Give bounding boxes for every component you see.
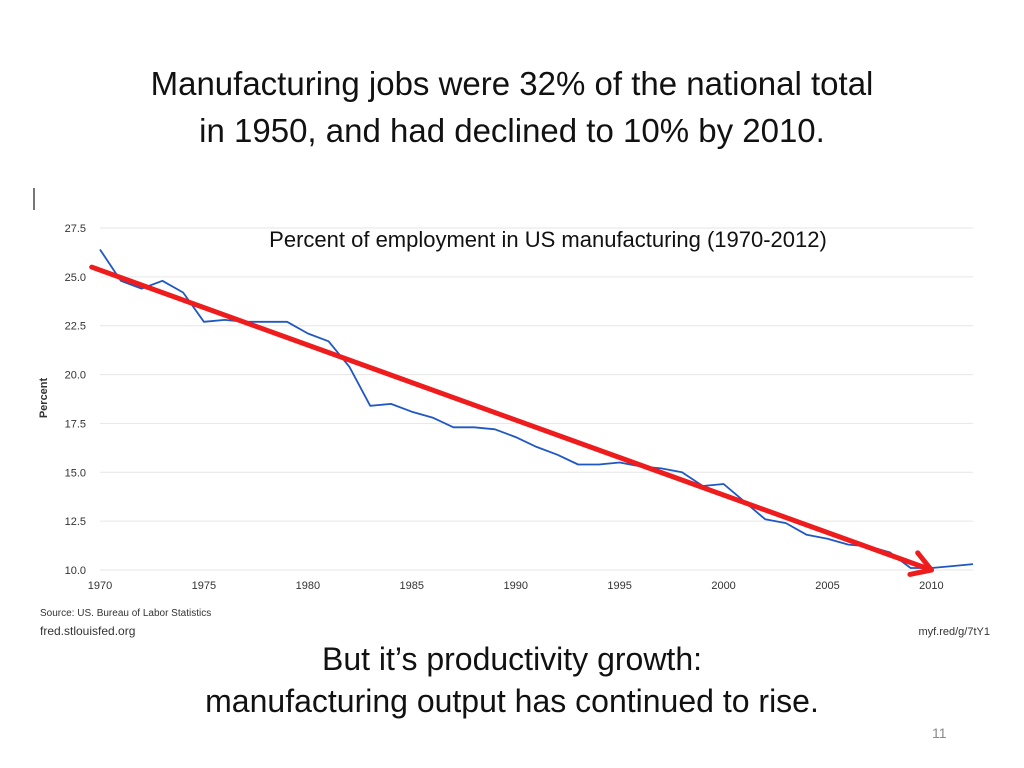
x-tick-label: 2010 [919, 580, 943, 592]
y-tick-label: 25.0 [65, 272, 86, 284]
y-tick-label: 15.0 [65, 467, 86, 479]
chart-title: Percent of employment in US manufacturin… [269, 227, 827, 252]
y-tick-label: 17.5 [65, 418, 86, 430]
chart-source: Source: US. Bureau of Labor Statistics [40, 608, 211, 619]
x-tick-label: 1970 [88, 580, 112, 592]
y-tick-label: 27.5 [65, 223, 86, 235]
footer-line-1: But it’s productivity growth: [321, 641, 702, 677]
y-tick-label: 20.0 [65, 370, 86, 382]
series-line-manufacturing [99, 249, 974, 569]
chart-grid [100, 227, 973, 571]
y-tick-label: 22.5 [65, 321, 86, 333]
x-tick-label: 2000 [711, 580, 735, 592]
slide-title-line-1: Manufacturing jobs were 32% of the natio… [150, 65, 874, 102]
slide-title: Manufacturing jobs were 32% of the natio… [60, 60, 964, 154]
x-tick-label: 2005 [815, 580, 839, 592]
x-tick-label: 1975 [192, 580, 216, 592]
chart-source-site: fred.stlouisfed.org [40, 624, 135, 638]
y-tick-label: 12.5 [65, 516, 86, 528]
x-tick-label: 1995 [607, 580, 631, 592]
slide-title-line-2: in 1950, and had declined to 10% by 2010… [199, 112, 825, 149]
x-tick-label: 1985 [400, 580, 424, 592]
text-cursor-mark [33, 188, 35, 210]
x-tick-label: 1990 [503, 580, 527, 592]
trend-arrow [89, 264, 934, 577]
chart-ticks: 10.0 12.5 15.0 17.5 20.0 22.5 25.0 27.5 1970 1975… [65, 223, 944, 592]
trend-arrow-head [907, 550, 934, 577]
trend-arrow-shaft [89, 264, 934, 573]
chart-short-link: myf.red/g/7tY1 [918, 626, 990, 638]
y-tick-label: 10.0 [65, 565, 86, 577]
x-tick-label: 1980 [296, 580, 320, 592]
page-number: 11 [932, 725, 947, 741]
footer-line-2: manufacturing output has continued to ri… [205, 683, 819, 719]
slide-footer-text: But it’s productivity growth: manufactur… [60, 638, 964, 722]
y-axis-label: Percent [38, 377, 50, 418]
